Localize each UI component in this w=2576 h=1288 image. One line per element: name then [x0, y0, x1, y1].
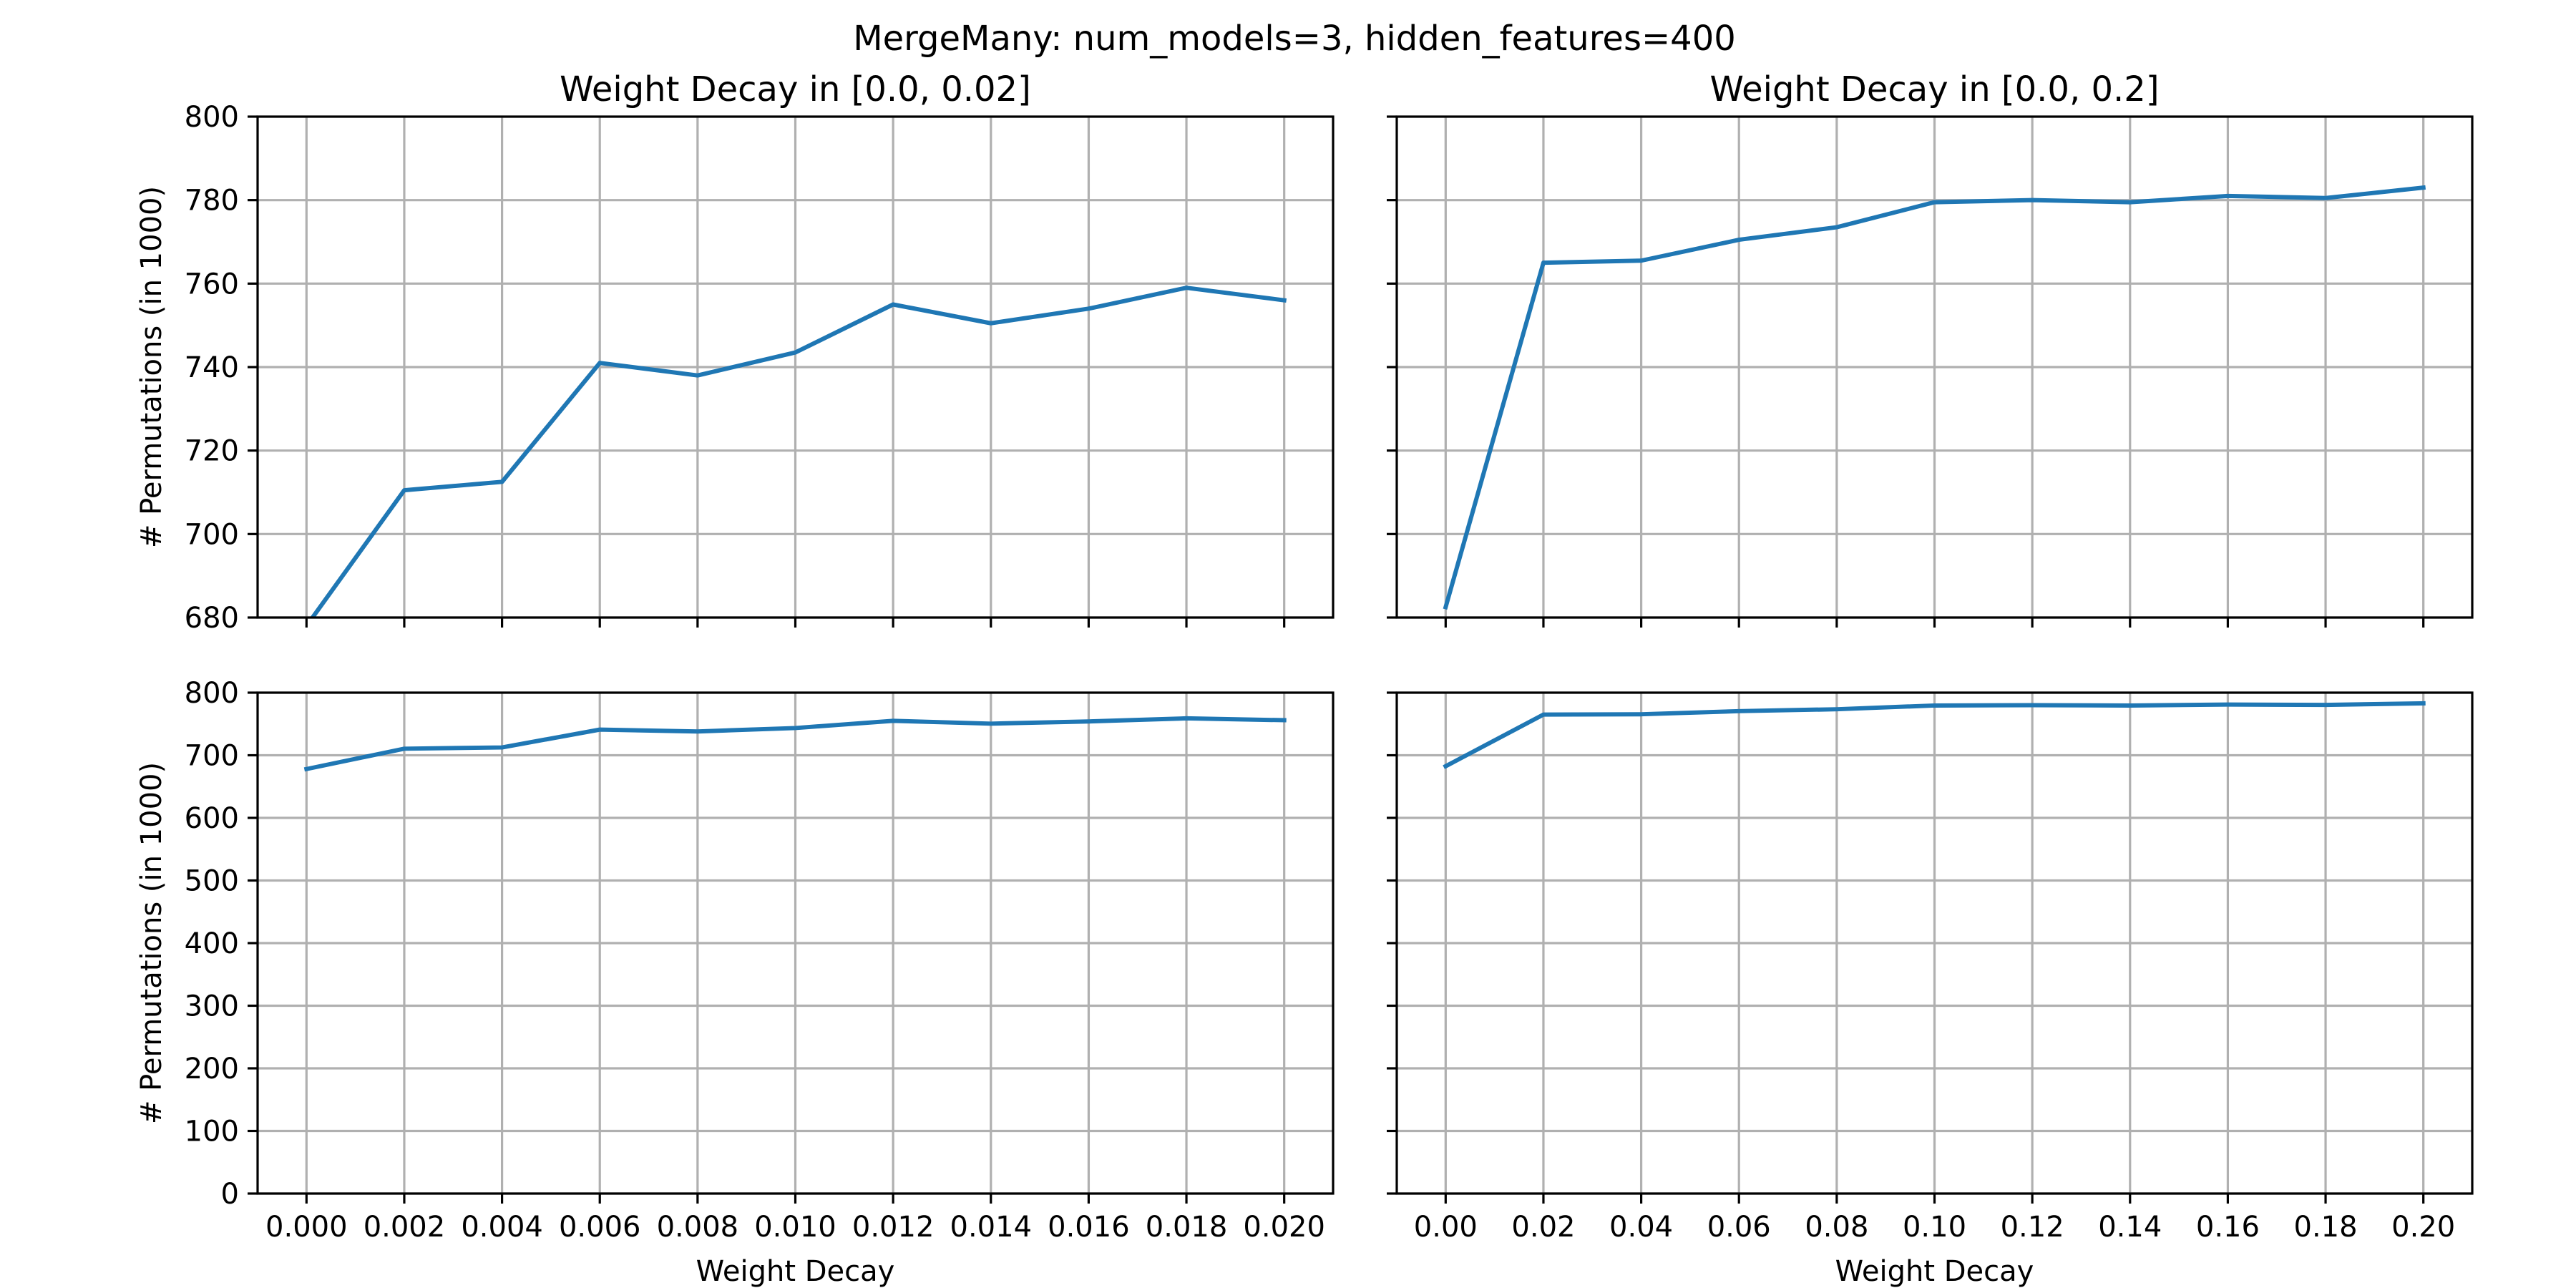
- x-tick-label-6: 0.012: [852, 1211, 935, 1244]
- y-tick-label-7: 700: [185, 740, 239, 773]
- x-tick-label-7: 0.014: [950, 1211, 1033, 1244]
- x-tick-label-3: 0.006: [559, 1211, 641, 1244]
- y-tick-label-8: 800: [185, 677, 239, 710]
- y-tick-label-5: 500: [185, 865, 239, 898]
- subplot-grid: 680 700 720 740 760 780 800 Weight Decay in [0.…: [135, 69, 2474, 1288]
- y-axis-label: # Permutations (in 1000): [135, 762, 168, 1124]
- series-line: [303, 716, 1287, 772]
- x-tick-label-4: 0.08: [1805, 1211, 1868, 1244]
- y-tick-label-2: 200: [185, 1053, 239, 1085]
- x-tick-label-3: 0.06: [1707, 1211, 1771, 1244]
- y-tick-label-6: 600: [185, 802, 239, 835]
- x-tick-label-9: 0.018: [1146, 1211, 1228, 1244]
- subplot-bottom-right: 0.00 0.02 0.04 0.06 0.08 0.10 0.12 0.14 0.16 0.18…: [1387, 691, 2474, 1288]
- subplot-bottom-left: 0.000 0.002 0.004 0.006 0.008 0.010 0.012 0.014…: [135, 677, 1335, 1288]
- subplot-top-right: Weight Decay in [0.0, 0.2]: [1387, 69, 2474, 628]
- x-axis-label: Weight Decay: [696, 1255, 895, 1288]
- x-tick-label-0: 0.000: [265, 1211, 348, 1244]
- x-tick-label-5: 0.010: [754, 1211, 836, 1244]
- x-axis-label: Weight Decay: [1835, 1255, 2034, 1288]
- subplot-top-left: 680 700 720 740 760 780 800 Weight Decay in [0.…: [135, 69, 1335, 635]
- x-tick-label-8: 0.16: [2196, 1211, 2260, 1244]
- x-tick-label-2: 0.04: [1609, 1211, 1673, 1244]
- subplot-title: Weight Decay in [0.0, 0.02]: [560, 69, 1031, 109]
- y-tick-label-1: 700: [185, 518, 239, 551]
- y-tick-label-4: 760: [185, 268, 239, 301]
- y-tick-label-0: 0: [221, 1178, 239, 1211]
- y-tick-label-3: 740: [185, 351, 239, 384]
- x-tick-label-8: 0.016: [1048, 1211, 1130, 1244]
- x-tick-label-10: 0.020: [1243, 1211, 1325, 1244]
- series-line: [1443, 701, 2426, 769]
- figure-suptitle: MergeMany: num_models=3, hidden_features…: [853, 19, 1736, 59]
- y-tick-label-2: 720: [185, 435, 239, 468]
- y-tick-label-1: 100: [185, 1116, 239, 1148]
- y-tick-label-0: 680: [185, 602, 239, 635]
- series-line: [1443, 185, 2426, 610]
- subplot-title: Weight Decay in [0.0, 0.2]: [1709, 69, 2159, 109]
- x-tick-label-1: 0.002: [364, 1211, 446, 1244]
- x-tick-label-5: 0.10: [1903, 1211, 1966, 1244]
- x-tick-label-7: 0.14: [2098, 1211, 2162, 1244]
- y-tick-label-3: 300: [185, 990, 239, 1023]
- y-axis-label: # Permutations (in 1000): [135, 186, 168, 548]
- x-tick-label-1: 0.02: [1511, 1211, 1575, 1244]
- x-tick-label-10: 0.20: [2391, 1211, 2455, 1244]
- x-tick-label-4: 0.008: [657, 1211, 739, 1244]
- y-tick-label-6: 800: [185, 101, 239, 134]
- series-line: [310, 286, 1287, 618]
- x-tick-label-9: 0.18: [2294, 1211, 2358, 1244]
- x-tick-label-6: 0.12: [2001, 1211, 2064, 1244]
- x-tick-label-0: 0.00: [1414, 1211, 1478, 1244]
- y-tick-label-4: 400: [185, 927, 239, 960]
- x-tick-label-2: 0.004: [461, 1211, 543, 1244]
- y-tick-label-5: 780: [185, 185, 239, 218]
